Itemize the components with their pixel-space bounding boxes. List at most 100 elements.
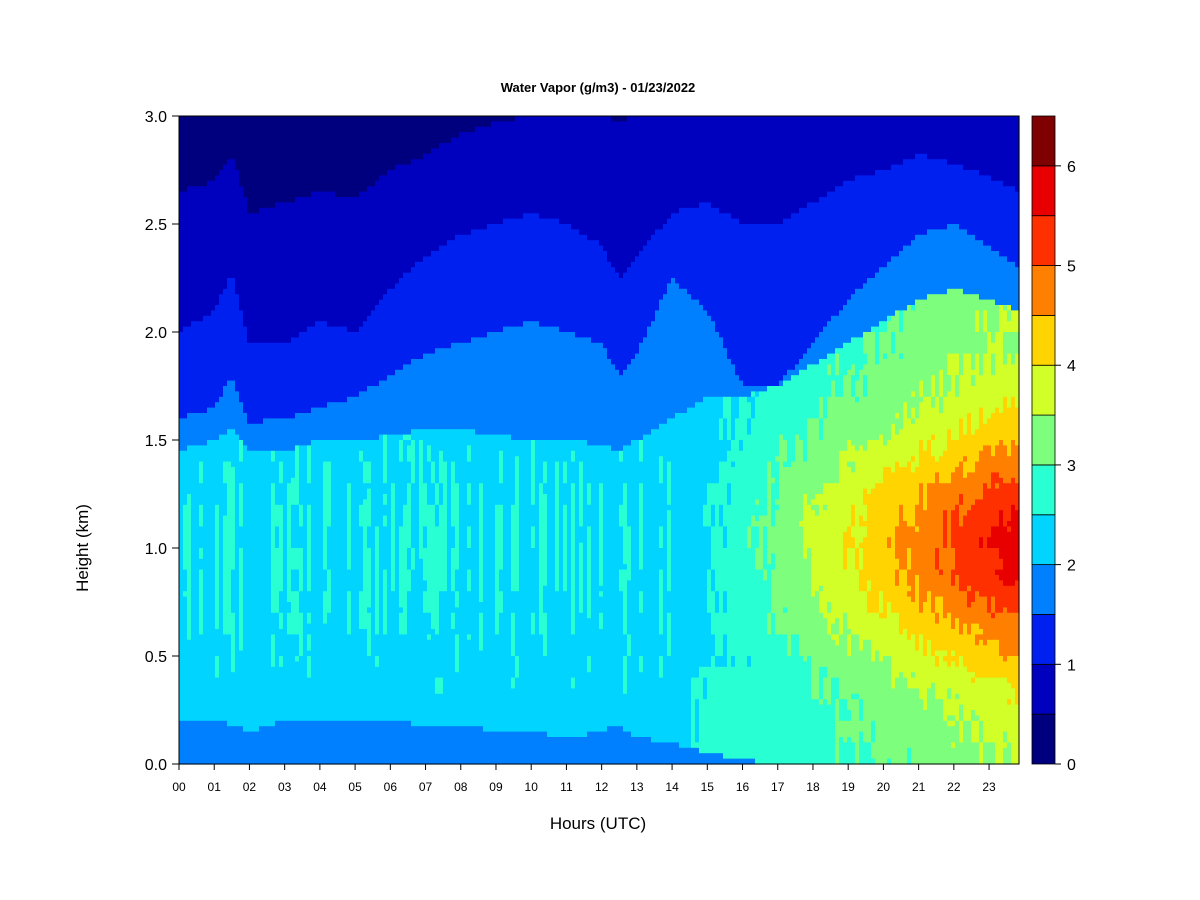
heatmap-cell	[187, 326, 192, 414]
heatmap-cell	[851, 526, 856, 538]
heatmap-cell	[495, 332, 500, 436]
heatmap-cell	[875, 483, 880, 614]
heatmap-cell	[991, 618, 996, 641]
heatmap-cell	[747, 666, 752, 760]
heatmap-cell	[939, 569, 944, 576]
heatmap-cell	[819, 699, 824, 706]
heatmap-cell	[375, 526, 380, 635]
heatmap-cell	[275, 526, 280, 549]
heatmap-cell	[383, 175, 388, 295]
heatmap-cell	[347, 396, 352, 441]
heatmap-cell	[579, 440, 584, 463]
heatmap-cell	[355, 720, 360, 765]
heatmap-cell	[495, 121, 500, 225]
y-tick-label: 2.5	[145, 217, 167, 234]
heatmap-cell	[711, 207, 716, 322]
heatmap-cell	[703, 396, 708, 506]
heatmap-cell	[895, 434, 900, 463]
heatmap-cell	[187, 413, 192, 446]
heatmap-cell	[827, 634, 832, 706]
heatmap-cell	[815, 515, 820, 592]
heatmap-cell	[439, 591, 444, 679]
heatmap-cell	[423, 612, 428, 727]
heatmap-cell	[887, 116, 892, 171]
heatmap-cell	[615, 369, 620, 452]
heatmap-cell	[823, 699, 828, 765]
heatmap-cell	[803, 369, 808, 463]
heatmap-cell	[859, 731, 864, 765]
heatmap-cell	[987, 245, 992, 301]
heatmap-cell	[399, 278, 404, 371]
heatmap-cell	[415, 726, 420, 765]
heatmap-cell	[331, 191, 336, 328]
heatmap-cell	[827, 321, 832, 355]
heatmap-cell	[231, 612, 236, 673]
heatmap-cell	[407, 164, 412, 274]
heatmap-cell	[999, 569, 1004, 581]
heatmap-cell	[207, 720, 212, 765]
heatmap-cell	[275, 548, 280, 614]
heatmap-cell	[743, 116, 748, 225]
heatmap-cell	[927, 591, 932, 641]
heatmap-cell	[755, 504, 760, 522]
heatmap-cell	[231, 278, 236, 382]
heatmap-cell	[467, 116, 472, 133]
heatmap-cell	[475, 126, 480, 230]
heatmap-cell	[967, 591, 972, 608]
heatmap-cell	[823, 326, 828, 360]
heatmap-cell	[467, 548, 472, 571]
heatmap-cell	[403, 364, 408, 436]
heatmap-cell	[899, 569, 904, 635]
heatmap-cell	[823, 359, 828, 419]
heatmap-cell	[351, 116, 356, 198]
heatmap-cell	[435, 348, 440, 430]
heatmap-cell	[955, 693, 960, 700]
heatmap-cell	[875, 272, 880, 328]
heatmap-cell	[327, 720, 332, 765]
heatmap-cell	[275, 612, 280, 722]
heatmap-cell	[831, 634, 836, 641]
heatmap-cell	[611, 364, 616, 452]
heatmap-cell	[911, 688, 916, 765]
heatmap-cell	[695, 747, 700, 765]
heatmap-cell	[843, 699, 848, 722]
heatmap-cell	[307, 650, 312, 657]
heatmap-cell	[279, 450, 284, 463]
heatmap-cell	[867, 440, 872, 495]
heatmap-cell	[723, 348, 728, 398]
heatmap-cell	[371, 440, 376, 722]
heatmap-cell	[223, 483, 228, 517]
heatmap-cell	[839, 348, 844, 398]
heatmap-cell	[427, 429, 432, 446]
heatmap-cell	[435, 726, 440, 765]
heatmap-cell	[747, 548, 752, 657]
heatmap-cell	[947, 391, 952, 430]
heatmap-cell	[491, 434, 496, 733]
heatmap-cell	[787, 380, 792, 468]
heatmap-cell	[375, 116, 380, 182]
heatmap-cell	[623, 483, 628, 565]
heatmap-cell	[971, 720, 976, 743]
colorbar-swatch	[1031, 464, 1056, 516]
heatmap-cell	[215, 116, 220, 176]
heatmap-cell	[779, 434, 784, 635]
heatmap-cell	[291, 504, 296, 549]
heatmap-cell	[571, 332, 576, 441]
heatmap-cell	[931, 116, 936, 160]
heatmap-cell	[331, 116, 336, 193]
heatmap-cell	[679, 288, 684, 414]
heatmap-cell	[719, 461, 724, 506]
heatmap-cell	[419, 558, 424, 727]
heatmap-cell	[523, 321, 528, 441]
heatmap-cell	[259, 423, 264, 452]
heatmap-cell	[259, 726, 264, 765]
heatmap-cell	[243, 116, 248, 198]
heatmap-cell	[607, 359, 612, 446]
heatmap-cell	[859, 116, 864, 176]
heatmap-cell	[927, 294, 932, 398]
heatmap-cell	[191, 116, 196, 187]
heatmap-cell	[967, 720, 972, 765]
colorbar-swatch	[1031, 414, 1056, 466]
heatmap-cell	[807, 504, 812, 549]
heatmap-cell	[955, 575, 960, 619]
